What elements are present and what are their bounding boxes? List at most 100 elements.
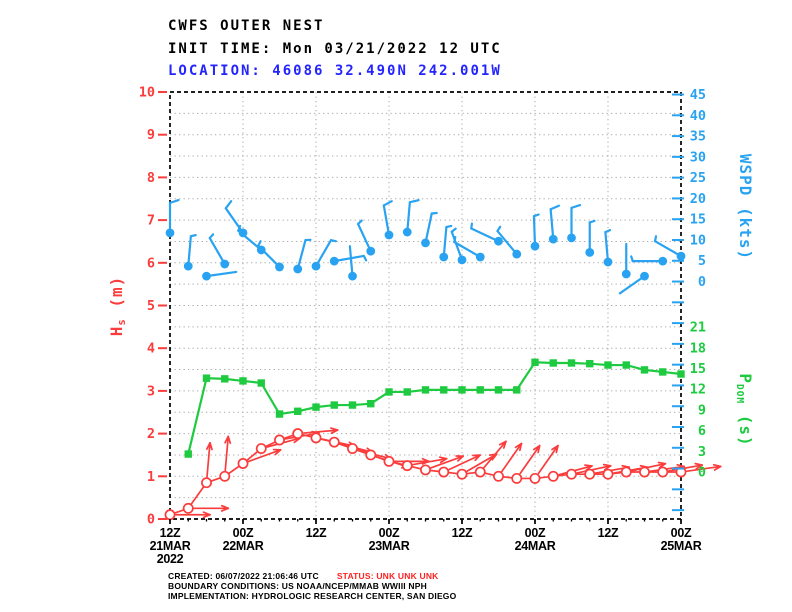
- wind-barb: [604, 229, 612, 264]
- period-point: [257, 379, 265, 387]
- hs-tick-label: 4: [147, 341, 155, 357]
- wave-direction-arrow: [576, 463, 612, 474]
- period-point: [567, 359, 576, 367]
- period-point: [348, 401, 357, 409]
- wave-direction-arrow: [205, 442, 213, 478]
- pdom-tick-label: 0: [698, 465, 706, 481]
- hs-tick-label: 5: [147, 298, 155, 314]
- wind-speed-point: [165, 228, 175, 238]
- period-point: [330, 401, 338, 409]
- wave-direction-arrow: [302, 427, 339, 435]
- wave-direction-arrow: [667, 462, 703, 472]
- wind-speed-point: [183, 261, 193, 271]
- wspd-tick-label: 5: [698, 253, 706, 269]
- x-date-label: 22MAR: [223, 539, 264, 553]
- wind-barb: [333, 254, 368, 263]
- wind-speed-point: [329, 256, 339, 266]
- wind-barb: [470, 222, 500, 243]
- wind-barb: [618, 274, 646, 295]
- wave-height-point: [639, 466, 650, 478]
- x-date-label: 21MAR: [150, 539, 191, 553]
- footer-boundary-line: BOUNDARY CONDITIONS: US NOAA/NCEP/MMAB W…: [168, 581, 427, 591]
- period-point: [275, 410, 284, 418]
- period-point: [640, 366, 649, 374]
- wave-direction-arrow: [483, 440, 507, 469]
- wind-speed-point: [384, 230, 394, 240]
- wind-barb: [168, 199, 180, 234]
- wave-height-point: [584, 468, 596, 480]
- wind-barb: [406, 199, 420, 234]
- wind-barb: [257, 240, 281, 269]
- wind-speed-point: [658, 256, 668, 266]
- wind-barb: [549, 204, 561, 241]
- wind-barb: [424, 211, 438, 244]
- location-label: LOCATION:: [168, 63, 273, 79]
- wave-height-point: [383, 455, 395, 467]
- wave-height-point: [310, 432, 322, 444]
- wind-barb-series: [165, 199, 686, 295]
- wind-speed-point: [512, 249, 522, 259]
- pdom-tick-label: 9: [698, 402, 706, 418]
- x-date-label: 25MAR: [661, 539, 702, 553]
- wave-height-point: [438, 466, 450, 478]
- period-point: [367, 399, 375, 408]
- period-point: [513, 386, 521, 394]
- wave-height-point: [675, 466, 687, 478]
- dominant-period-series: [184, 358, 685, 458]
- period-point: [549, 359, 557, 367]
- x-date-label: 24MAR: [515, 539, 556, 553]
- period-point: [604, 361, 612, 369]
- wind-speed-point: [311, 261, 321, 271]
- wave-direction-arrow: [430, 455, 464, 469]
- wave-height-point: [182, 502, 194, 514]
- x-hour-label: 12Z: [452, 526, 473, 540]
- period-point: [312, 403, 320, 411]
- wind-barb: [496, 225, 518, 256]
- wind-speed-point: [293, 264, 303, 274]
- wave-height-point: [529, 472, 541, 484]
- x-hour-label: 00Z: [525, 526, 546, 540]
- wind-barb: [442, 224, 453, 259]
- wind-speed-point: [530, 241, 540, 251]
- period-point: [403, 388, 411, 396]
- period-point: [421, 386, 430, 394]
- wspd-tick-label: 40: [690, 108, 706, 124]
- hs-tick-label: 0: [147, 512, 155, 528]
- wspd-tick-label: 20: [690, 191, 706, 207]
- wave-height-point: [219, 470, 231, 482]
- pdom-tick-label: 3: [698, 444, 706, 460]
- hs-tick-label: 1: [147, 469, 155, 485]
- wave-height-point: [474, 466, 486, 478]
- wspd-tick-label: 30: [690, 149, 706, 165]
- wave-direction-arrow: [175, 511, 211, 519]
- period-point: [239, 377, 247, 385]
- period-point: [202, 374, 211, 382]
- hs-tick-label: 8: [147, 170, 155, 186]
- x-hour-label: 12Z: [160, 526, 181, 540]
- x-hour-label: 00Z: [233, 526, 254, 540]
- period-point: [184, 450, 192, 458]
- created-text: CREATED: 06/07/2022 21:06:46 UTC: [168, 571, 319, 581]
- wave-height-point: [347, 443, 358, 454]
- gridlines: [170, 92, 681, 519]
- x-date-label: 23MAR: [369, 539, 410, 553]
- station-coords: 32.490N 242.001W: [324, 63, 502, 79]
- wave-direction-arrow: [193, 504, 230, 512]
- wind-barb: [588, 219, 596, 254]
- wave-direction-arrow: [247, 448, 282, 463]
- footer-implementation-line: IMPLEMENTATION: HYDROLOGIC RESEARCH CENT…: [168, 591, 457, 601]
- wind-barb: [314, 239, 337, 268]
- wave-height-point: [493, 470, 504, 482]
- pdom-tick-label: 6: [698, 423, 706, 439]
- wind-speed-point: [621, 269, 631, 279]
- period-point: [494, 386, 503, 394]
- wave-height-point: [365, 449, 377, 461]
- period-point: [677, 370, 685, 378]
- wave-height-point: [511, 472, 523, 484]
- wave-height-point: [420, 464, 431, 476]
- wspd-tick-label: 0: [698, 274, 706, 290]
- hs-tick-label: 3: [147, 383, 155, 399]
- wave-direction-arrow: [686, 463, 722, 473]
